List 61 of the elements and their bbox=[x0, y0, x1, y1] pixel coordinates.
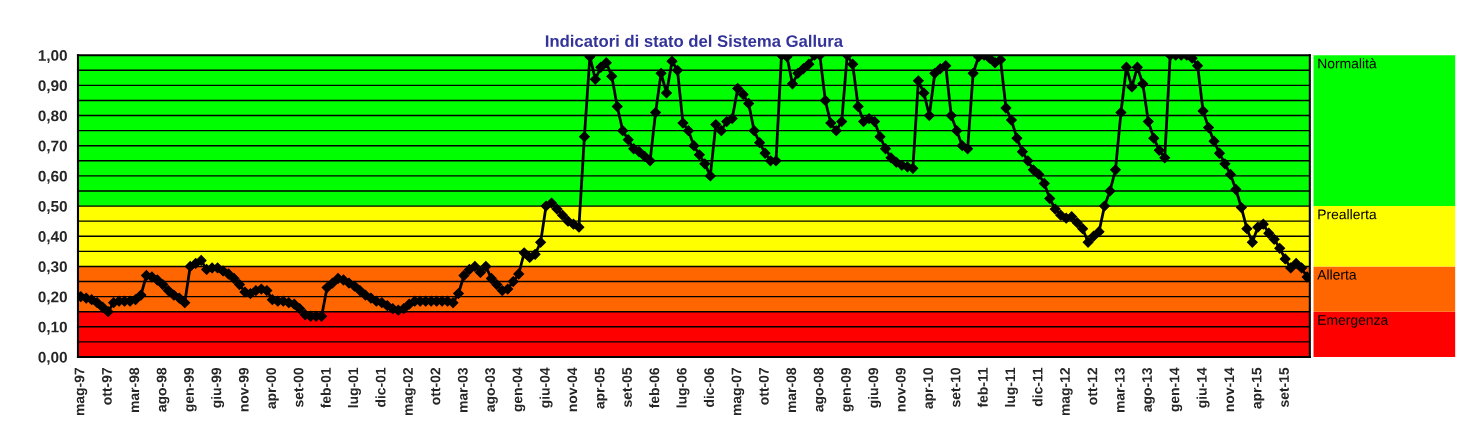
x-tick-label: dic-01 bbox=[375, 367, 386, 407]
x-tick-label: giu-14 bbox=[1196, 367, 1210, 408]
y-tick-label: 0,70 bbox=[38, 140, 67, 154]
x-tick-label: feb-11 bbox=[977, 367, 988, 408]
x-tick-label: set-10 bbox=[950, 367, 961, 408]
x-tick-label: gen-14 bbox=[1169, 367, 1183, 412]
x-tick-label: apr-10 bbox=[923, 367, 936, 409]
x-tick-label: ago-08 bbox=[813, 367, 827, 412]
x-tick-label: gen-99 bbox=[184, 367, 197, 412]
y-tick-label: 0,60 bbox=[38, 170, 67, 184]
band-label: Normalità bbox=[1318, 58, 1377, 69]
x-tick-label: ott-97 bbox=[101, 367, 112, 405]
x-tick-label: dic-11 bbox=[1032, 367, 1043, 407]
band-label: Emergenza bbox=[1318, 315, 1389, 328]
y-tick-label: 0,50 bbox=[38, 200, 67, 214]
x-tick-label: ago-03 bbox=[485, 367, 498, 412]
x-tick-label: set-15 bbox=[1279, 367, 1289, 408]
y-tick-label: 1,00 bbox=[38, 50, 67, 64]
y-tick-label: 0,90 bbox=[38, 80, 67, 94]
x-tick-label: mar-03 bbox=[457, 367, 468, 413]
x-tick-label: mag-97 bbox=[74, 367, 88, 416]
y-tick-label: 0,30 bbox=[38, 261, 67, 275]
y-tick-label: 0,10 bbox=[38, 321, 67, 335]
x-tick-label: mag-02 bbox=[403, 367, 416, 416]
y-tick-label: 0,20 bbox=[38, 291, 67, 305]
x-tick-label: mar-13 bbox=[1114, 367, 1125, 413]
x-tick-label: lug-01 bbox=[347, 367, 361, 408]
x-tick-label: ott-07 bbox=[758, 367, 769, 405]
band-label: Preallerta bbox=[1318, 209, 1377, 220]
x-tick-label: set-00 bbox=[293, 367, 304, 408]
x-tick-label: giu-04 bbox=[539, 367, 553, 408]
x-tick-label: ott-02 bbox=[430, 367, 441, 405]
y-tick-label: 0,80 bbox=[38, 110, 67, 124]
x-tick-label: lug-06 bbox=[676, 367, 690, 408]
x-tick-label: nov-14 bbox=[1224, 367, 1235, 412]
x-tick-label: mag-07 bbox=[731, 367, 745, 416]
x-tick-label: ott-12 bbox=[1087, 367, 1098, 405]
x-tick-label: gen-09 bbox=[841, 367, 854, 412]
x-tick-label: mag-12 bbox=[1060, 367, 1073, 416]
x-tick-label: nov-09 bbox=[895, 367, 906, 412]
x-tick-label: apr-15 bbox=[1251, 367, 1265, 409]
x-tick-label: lug-11 bbox=[1004, 367, 1018, 407]
x-tick-label: mar-98 bbox=[129, 367, 140, 413]
x-tick-label: ago-98 bbox=[156, 367, 170, 412]
x-tick-label: feb-01 bbox=[320, 367, 331, 409]
band-label: Allerta bbox=[1317, 269, 1357, 280]
x-tick-label: set-05 bbox=[622, 367, 632, 408]
x-tick-label: dic-06 bbox=[703, 367, 715, 407]
x-tick-label: ago-13 bbox=[1142, 367, 1155, 412]
y-tick-label: 0,40 bbox=[38, 231, 67, 245]
x-tick-label: apr-05 bbox=[594, 367, 608, 409]
x-tick-label: giu-99 bbox=[211, 367, 225, 408]
x-tick-label: gen-04 bbox=[512, 367, 526, 412]
x-tick-label: nov-99 bbox=[238, 367, 249, 412]
x-tick-label: giu-09 bbox=[868, 367, 882, 408]
chart-title: Indicatori di stato del Sistema Gallura bbox=[545, 34, 844, 48]
x-tick-label: mar-08 bbox=[786, 367, 797, 413]
x-tick-label: nov-04 bbox=[567, 367, 578, 412]
y-tick-label: 0,00 bbox=[38, 351, 67, 365]
x-tick-label: apr-00 bbox=[266, 367, 279, 409]
x-tick-label: feb-06 bbox=[649, 367, 660, 409]
